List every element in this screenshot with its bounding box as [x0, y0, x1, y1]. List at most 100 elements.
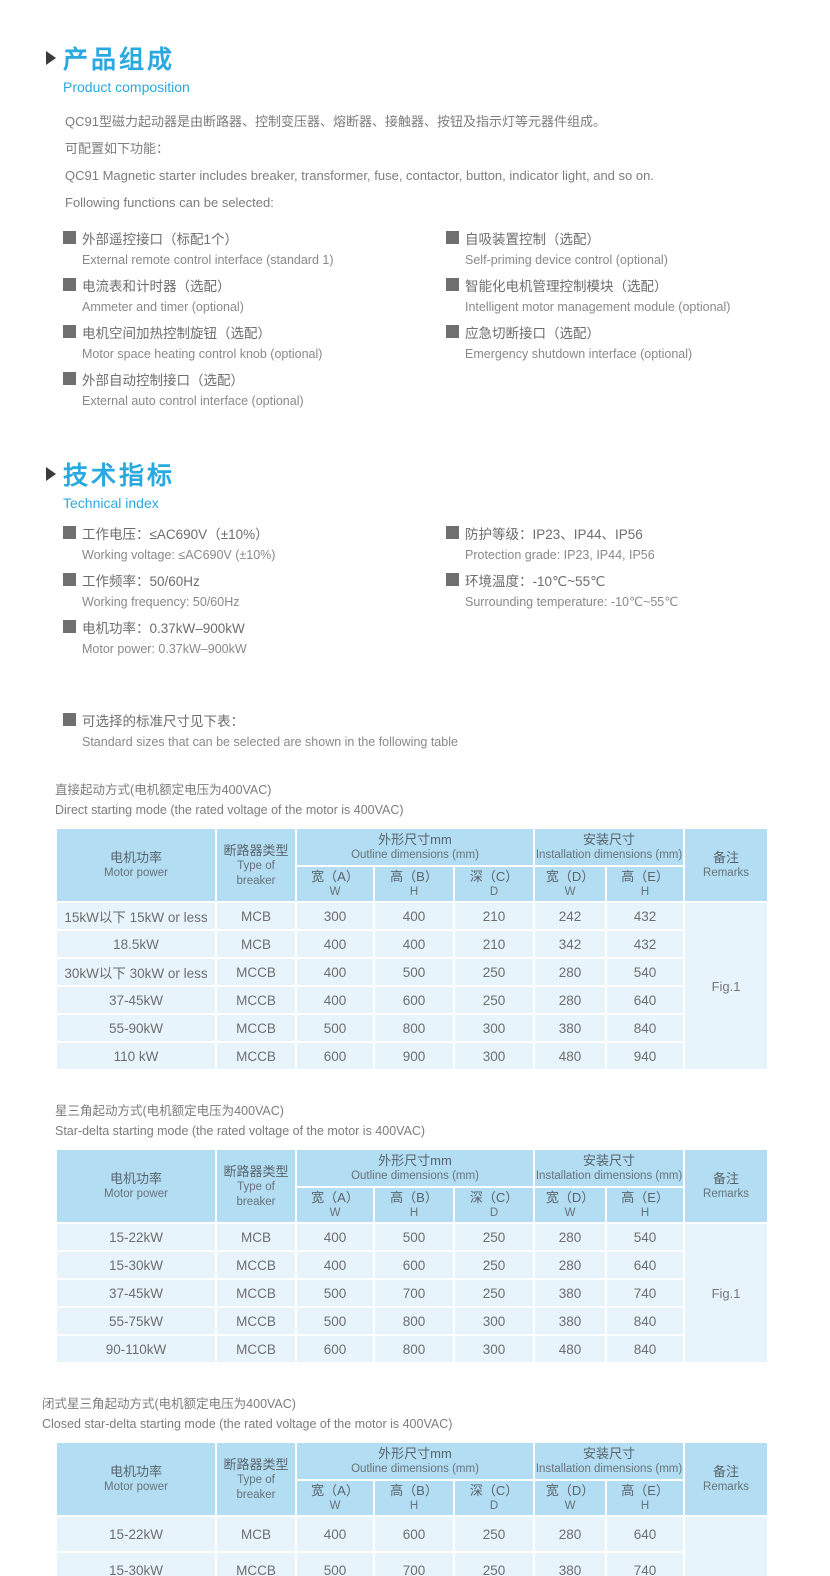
table-closed-star-delta-starting: 闭式星三角起动方式(电机额定电压为400VAC) Closed star-del…: [42, 1394, 770, 1576]
feature-item: 智能化电机管理控制模块（选配） Intelligent motor manage…: [446, 273, 776, 319]
col-header-height-b: 高（B） H: [373, 1479, 455, 1517]
breaker-type-cell: MCCB: [215, 1334, 297, 1364]
square-bullet-icon: [63, 231, 76, 244]
col-header-motor-power: 电机功率 Motor power: [55, 1441, 217, 1517]
height-e-cell: 940: [605, 1041, 686, 1071]
col-header-height-e: 高（E） H: [605, 1479, 686, 1517]
spec-en: Surrounding temperature: -10℃~55℃: [465, 595, 679, 609]
spec-zh: 环境温度：-10℃~55℃: [465, 573, 606, 589]
section-title-en: Product composition: [63, 79, 190, 95]
motor-power-cell: 15kW以下 15kW or less: [55, 901, 217, 931]
table-row: 37-45kW MCCB 500 700 250 380 740: [55, 1278, 768, 1308]
motor-power-cell: 37-45kW: [55, 985, 217, 1015]
feature-zh: 应急切断接口（选配）: [465, 325, 600, 341]
col-header-width-d: 宽（D） W: [533, 1479, 608, 1517]
motor-power-cell: 15-22kW: [55, 1222, 217, 1252]
feature-en: Ammeter and timer (optional): [82, 300, 244, 314]
col-header-width-a: 宽（A） W: [295, 1479, 375, 1517]
table-caption: 直接起动方式(电机额定电压为400VAC) Direct starting mo…: [55, 780, 767, 820]
height-b-cell: 700: [373, 1551, 455, 1576]
triangle-bullet-icon: [46, 51, 56, 65]
table-caption-en: Direct starting mode (the rated voltage …: [55, 803, 404, 817]
width-d-cell: 280: [533, 985, 608, 1015]
depth-c-cell: 250: [452, 1222, 536, 1252]
feature-item: 外部遥控接口（标配1个） External remote control int…: [63, 226, 446, 272]
width-a-cell: 400: [295, 957, 375, 987]
col-header-motor-power: 电机功率 Motor power: [55, 827, 217, 903]
motor-power-cell: 55-90kW: [55, 1013, 217, 1043]
dimensions-table: 电机功率 Motor power 断路器类型 Type of breaker 外形尺…: [55, 1441, 770, 1576]
width-d-cell: 480: [533, 1334, 608, 1364]
remark-cell: Fig.1: [683, 1222, 770, 1364]
height-e-cell: 432: [605, 901, 686, 931]
table-row: 55-90kW MCCB 500 800 300 380 840: [55, 1013, 768, 1043]
table-caption-en: Closed star-delta starting mode (the rat…: [42, 1417, 453, 1431]
table-row: 37-45kW MCCB 400 600 250 280 640: [55, 985, 768, 1015]
height-e-cell: 640: [605, 985, 686, 1015]
spec-zh: 电机功率：0.37kW–900kW: [82, 620, 245, 636]
col-header-remarks: 备注 Remarks: [683, 827, 770, 903]
col-header-depth-c: 深（C） D: [452, 1186, 536, 1224]
dimensions-table: 电机功率 Motor power 断路器类型 Type of breaker 外形尺…: [55, 1148, 770, 1364]
feature-en: Self-priming device control (optional): [465, 253, 668, 267]
spec-item: 防护等级：IP23、IP44、IP56 Protection grade: IP…: [446, 521, 776, 567]
motor-power-cell: 15-30kW: [55, 1250, 217, 1280]
remark-cell: Fig.1: [683, 901, 770, 1071]
table-row: 55-75kW MCCB 500 800 300 380 840: [55, 1306, 768, 1336]
square-bullet-icon: [63, 713, 76, 726]
width-d-cell: 280: [533, 1250, 608, 1280]
breaker-type-cell: MCCB: [215, 1013, 297, 1043]
table-star-delta-starting: 星三角起动方式(电机额定电压为400VAC) Star-delta starti…: [55, 1101, 770, 1364]
width-a-cell: 300: [295, 901, 375, 931]
feature-zh: 自吸装置控制（选配）: [465, 231, 600, 247]
width-d-cell: 380: [533, 1306, 608, 1336]
width-d-cell: 280: [533, 957, 608, 987]
depth-c-cell: 250: [452, 1515, 536, 1553]
feature-column-left: 外部遥控接口（标配1个） External remote control int…: [63, 226, 446, 414]
table-row: 15-22kWMCB400600250280640Fig.1: [55, 1515, 770, 1576]
square-bullet-icon: [446, 325, 459, 338]
col-group-outline-dimensions: 外形尺寸mm Outline dimensions (mm): [294, 827, 536, 867]
feature-zh: 智能化电机管理控制模块（选配）: [465, 278, 668, 294]
col-group-installation-dimensions: 安装尺寸 Installation dimensions (mm): [533, 827, 686, 867]
dimensions-table: 电机功率 Motor power 断路器类型 Type of breaker 外形尺…: [55, 827, 770, 1071]
col-header-height-b: 高（B） H: [373, 865, 455, 903]
feature-item: 自吸装置控制（选配） Self-priming device control (…: [446, 226, 776, 272]
table-caption-en: Star-delta starting mode (the rated volt…: [55, 1124, 426, 1138]
col-header-remarks: 备注 Remarks: [683, 1441, 770, 1517]
depth-c-cell: 300: [452, 1041, 536, 1071]
spec-en: Protection grade: IP23, IP44, IP56: [465, 548, 655, 562]
height-e-cell: 740: [605, 1551, 686, 1576]
intro-paragraphs: QC91型磁力起动器是由断路器、控制变压器、熔断器、接触器、按钮及指示灯等元器件…: [65, 108, 830, 216]
col-header-breaker-type: 断路器类型 Type of breaker: [215, 1148, 297, 1224]
col-header-height-b: 高（B） H: [373, 1186, 455, 1224]
breaker-type-cell: MCCB: [215, 957, 297, 987]
square-bullet-icon: [63, 573, 76, 586]
square-bullet-icon: [446, 526, 459, 539]
feature-zh: 外部遥控接口（标配1个）: [82, 231, 239, 247]
width-a-cell: 600: [295, 1334, 375, 1364]
spec-zh: 防护等级：IP23、IP44、IP56: [465, 526, 643, 542]
spec-zh: 工作频率：50/60Hz: [82, 573, 200, 589]
col-header-height-e: 高（E） H: [605, 865, 686, 903]
feature-en: External auto control interface (optiona…: [82, 394, 304, 408]
feature-item: 应急切断接口（选配） Emergency shutdown interface …: [446, 320, 776, 366]
motor-power-cell: 30kW以下 30kW or less: [55, 957, 217, 987]
table-row: 15-22kW MCB 400 500 250 280 540 Fig.1: [55, 1222, 770, 1364]
col-header-width-a: 宽（A） W: [295, 1186, 375, 1224]
breaker-type-cell: MCCB: [215, 1250, 297, 1280]
feature-item: 电机空间加热控制旋钮（选配） Motor space heating contr…: [63, 320, 446, 366]
height-b-cell: 600: [373, 1250, 455, 1280]
width-d-cell: 380: [533, 1278, 608, 1308]
remark-cell: Fig.1: [683, 1515, 770, 1576]
col-group-outline-dimensions: 外形尺寸mm Outline dimensions (mm): [294, 1148, 536, 1188]
spec-item: 环境温度：-10℃~55℃ Surrounding temperature: -…: [446, 568, 776, 614]
depth-c-cell: 210: [452, 901, 536, 931]
spec-en: Working frequency: 50/60Hz: [82, 595, 240, 609]
triangle-bullet-icon: [46, 467, 56, 481]
spec-column-left: 工作电压：≤AC690V（±10%） Working voltage: ≤AC6…: [63, 521, 446, 662]
paragraph-line: QC91型磁力起动器是由断路器、控制变压器、熔断器、接触器、按钮及指示灯等元器件…: [65, 114, 606, 129]
feature-zh: 外部自动控制接口（选配）: [82, 372, 244, 388]
width-a-cell: 400: [295, 1222, 375, 1252]
